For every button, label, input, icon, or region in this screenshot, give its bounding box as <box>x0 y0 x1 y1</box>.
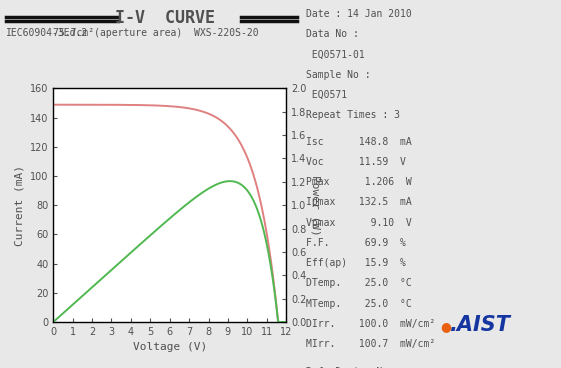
Text: .AIST: .AIST <box>449 315 510 335</box>
Text: Sample No :: Sample No : <box>306 70 370 80</box>
Text: Ipmax    132.5  mA: Ipmax 132.5 mA <box>306 198 412 208</box>
X-axis label: Voltage (V): Voltage (V) <box>132 342 207 353</box>
Text: Eff(ap)   15.9  %: Eff(ap) 15.9 % <box>306 258 406 268</box>
Y-axis label: Power (W): Power (W) <box>310 175 320 236</box>
Text: EQ0571: EQ0571 <box>306 90 347 100</box>
Text: ●: ● <box>440 320 452 333</box>
Text: DIrr.    100.0  mW/cm²: DIrr. 100.0 mW/cm² <box>306 319 435 329</box>
Text: IEC60904-3Ed.2: IEC60904-3Ed.2 <box>6 28 88 38</box>
Text: Date : 14 Jan 2010: Date : 14 Jan 2010 <box>306 9 412 19</box>
Y-axis label: Current (mA): Current (mA) <box>15 164 24 246</box>
Text: EQ0571-01: EQ0571-01 <box>306 50 365 60</box>
Text: Pmax      1.206  W: Pmax 1.206 W <box>306 177 412 187</box>
Text: Repeat Times : 3: Repeat Times : 3 <box>306 110 400 120</box>
Text: F.F.      69.9  %: F.F. 69.9 % <box>306 238 406 248</box>
Text: MTemp.    25.0  °C: MTemp. 25.0 °C <box>306 299 412 309</box>
Text: MIrr.    100.7  mW/cm²: MIrr. 100.7 mW/cm² <box>306 339 435 349</box>
Text: Vpmax      9.10  V: Vpmax 9.10 V <box>306 218 412 228</box>
Text: Data No :: Data No : <box>306 29 358 39</box>
Text: I-V  CURVE: I-V CURVE <box>116 9 215 27</box>
Text: DTemp.    25.0  °C: DTemp. 25.0 °C <box>306 279 412 289</box>
Text: Isc      148.8  mA: Isc 148.8 mA <box>306 137 412 147</box>
Text: 75.7cm²(aperture area)  WXS-220S-20: 75.7cm²(aperture area) WXS-220S-20 <box>53 28 259 38</box>
Text: Voc      11.59  V: Voc 11.59 V <box>306 157 406 167</box>
